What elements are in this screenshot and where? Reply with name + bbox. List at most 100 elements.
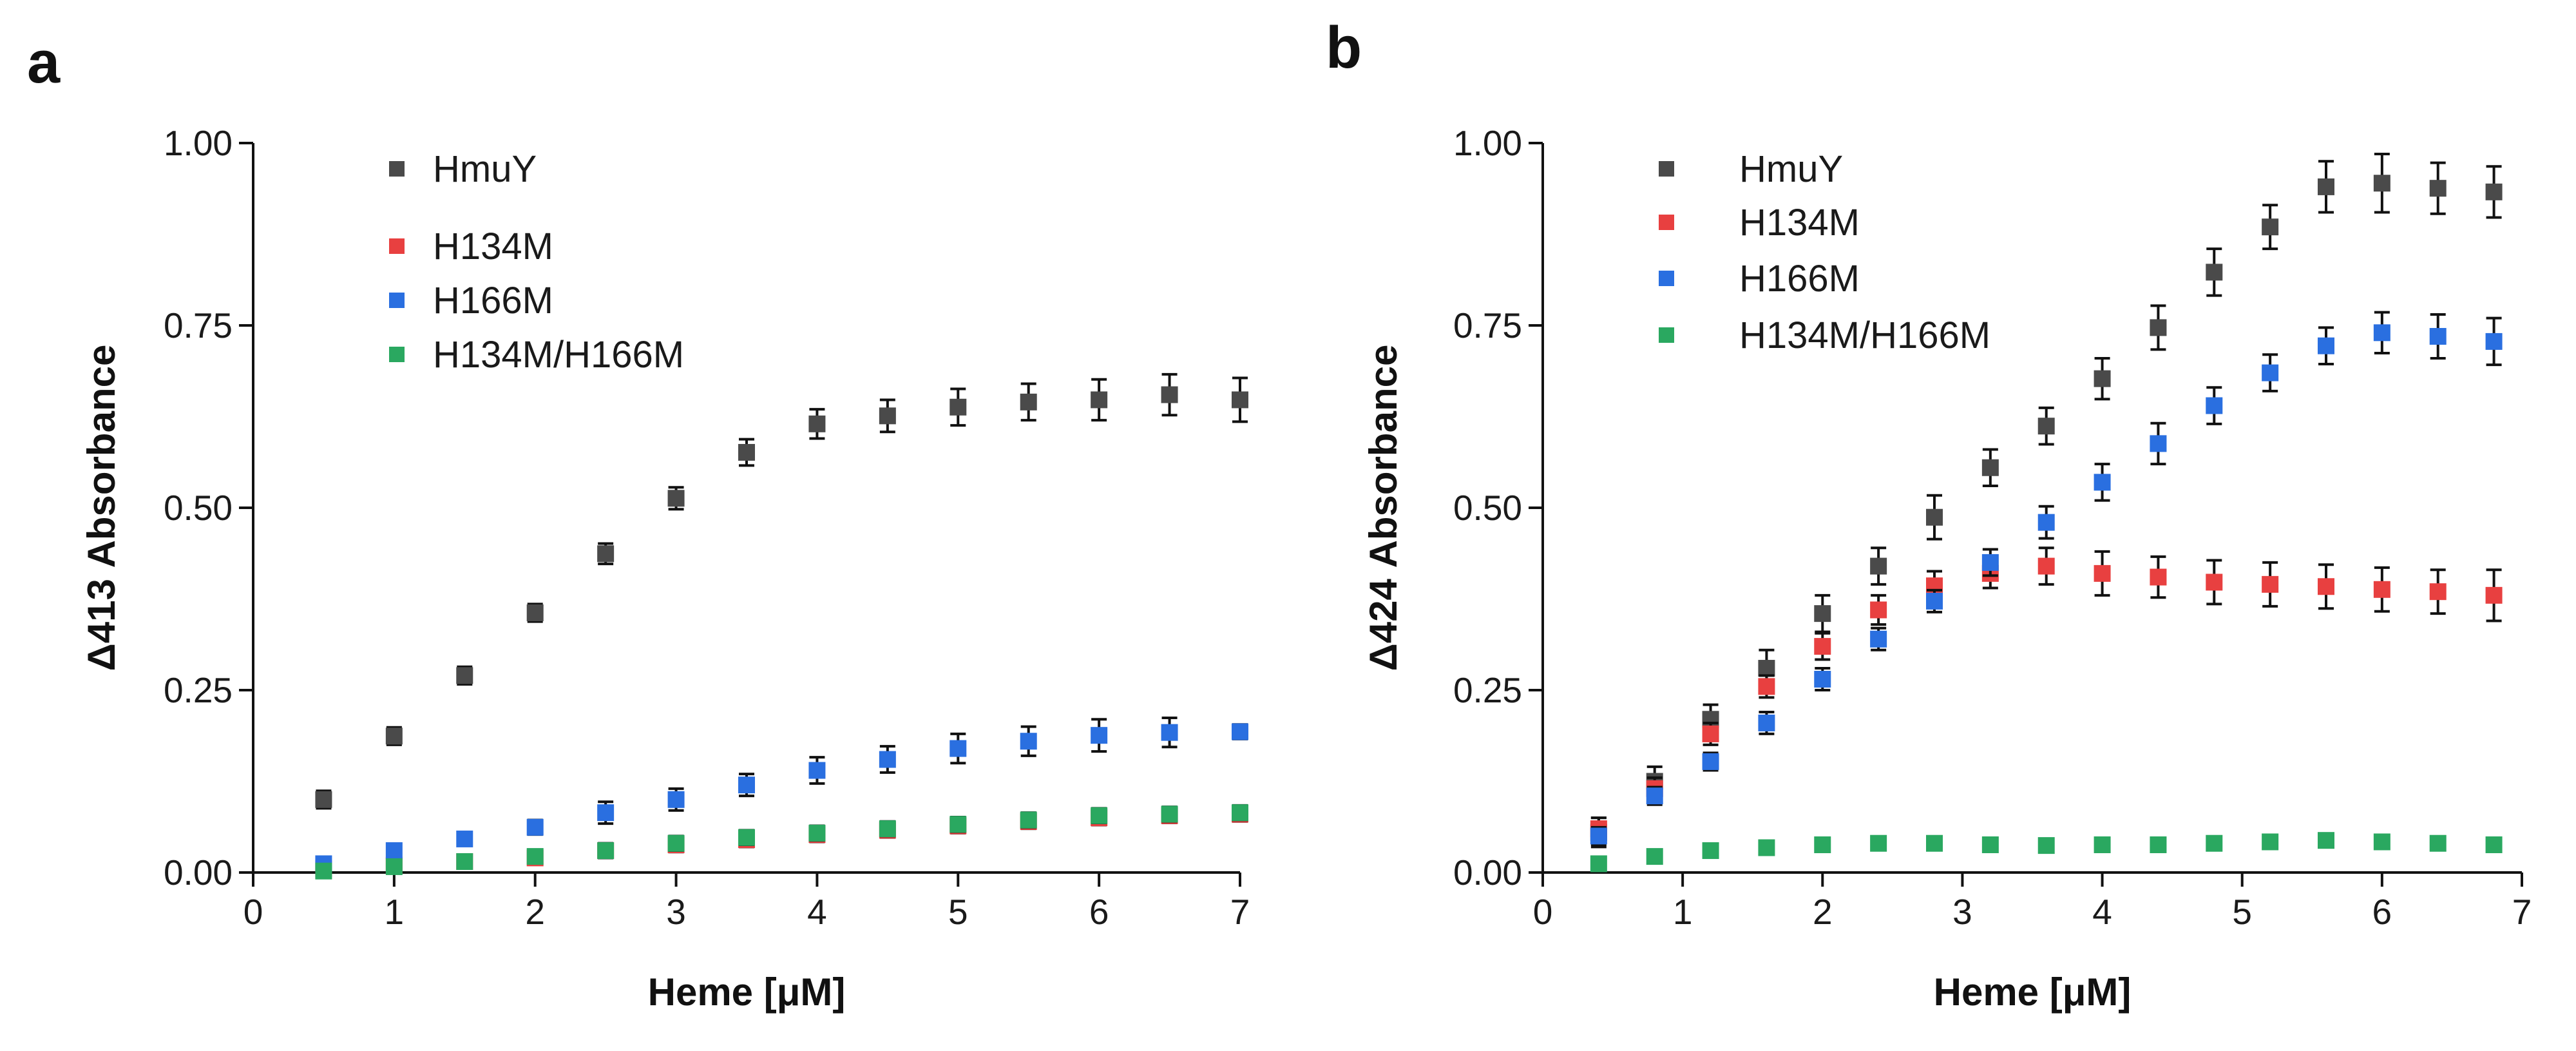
legend-label-b-hmuy: HmuY (1739, 148, 1843, 190)
point-b-h166m-4 (1814, 667, 1831, 691)
point-a-h134m-h166m-10 (1020, 811, 1037, 829)
data-marker (2318, 578, 2334, 595)
point-a-h134m-h166m-13 (1232, 804, 1248, 822)
data-marker (2262, 364, 2279, 381)
point-a-hmuy-3 (526, 603, 544, 623)
point-a-hmuy-7 (808, 408, 826, 440)
point-b-h134m-h166m-7 (1981, 836, 1999, 853)
point-b-h134m-13 (2318, 563, 2334, 610)
data-marker (667, 834, 685, 852)
point-a-hmuy-0 (315, 789, 332, 810)
data-marker (1870, 834, 1887, 852)
data-marker (1758, 660, 1775, 677)
point-b-h166m-12 (2262, 353, 2279, 392)
y-tick-label-a-1: 0.25 (164, 670, 233, 710)
data-marker (1161, 724, 1178, 741)
y-tick-label-a-2: 0.50 (164, 488, 233, 528)
data-marker (385, 728, 403, 745)
data-marker (808, 762, 826, 779)
x-tick-label-b-4: 4 (2092, 892, 2112, 932)
point-a-h134m-h166m-12 (1161, 805, 1178, 823)
point-b-h134m-h166m-14 (2373, 833, 2390, 851)
data-marker (2150, 319, 2167, 336)
point-a-h134m-h166m-6 (738, 829, 755, 846)
point-b-hmuy-4 (1814, 593, 1831, 633)
point-a-h166m-5 (667, 787, 685, 812)
point-a-hmuy-2 (456, 665, 473, 686)
data-marker (2206, 264, 2223, 281)
x-tick-label-b-3: 3 (1952, 892, 1972, 932)
point-b-hmuy-16 (2485, 165, 2503, 219)
panel-b: b 0.00 0.25 0.50 0.75 1.00 0 1 2 3 4 5 6 7 Δ424 Abs… (1326, 15, 2532, 1014)
point-b-h166m-11 (2206, 386, 2223, 425)
point-b-h134m-h166m-6 (1926, 834, 1943, 852)
series-b-h166m (1590, 311, 2503, 846)
data-marker (2318, 337, 2334, 354)
point-b-h134m-12 (2262, 561, 2279, 608)
data-marker (1161, 386, 1178, 403)
data-marker (1870, 601, 1887, 619)
x-tick-label-b-0: 0 (1533, 892, 1553, 932)
x-tick-label-b-7: 7 (2512, 892, 2532, 932)
data-marker (667, 490, 685, 507)
point-b-h134m-9 (2094, 550, 2111, 597)
point-b-h134m-h166m-2 (1702, 842, 1719, 860)
legend-swatch-a-double (389, 347, 405, 362)
data-marker (2485, 836, 2503, 853)
point-b-h134m-h166m-12 (2262, 833, 2279, 851)
data-marker (2429, 834, 2447, 852)
point-b-h134m-h166m-0 (1590, 855, 1607, 873)
point-a-h134m-h166m-3 (526, 848, 544, 865)
series-b-h134m (1590, 546, 2503, 842)
data-marker (1590, 827, 1607, 845)
data-marker (1870, 630, 1887, 648)
data-marker (385, 858, 403, 875)
point-b-h134m-h166m-10 (2150, 836, 2167, 853)
legend-b: HmuY H134M H166M H134M/H166M (1659, 148, 1990, 356)
point-a-hmuy-10 (1020, 382, 1037, 422)
data-marker (1758, 714, 1775, 731)
data-marker (1926, 508, 1943, 526)
data-marker (949, 740, 967, 757)
point-b-h166m-1 (1646, 786, 1663, 806)
data-marker (879, 407, 896, 425)
data-marker (1981, 554, 1999, 571)
point-a-hmuy-13 (1232, 376, 1248, 423)
point-b-hmuy-12 (2262, 204, 2279, 251)
data-marker (1161, 805, 1178, 823)
data-marker (2037, 837, 2055, 854)
point-b-h134m-h166m-11 (2206, 834, 2223, 852)
legend-label-a-h134m: H134M (433, 226, 553, 267)
point-b-h134m-3 (1758, 674, 1775, 699)
point-b-h134m-15 (2429, 568, 2447, 615)
x-tick-label-a-7: 7 (1230, 892, 1250, 932)
data-marker (526, 848, 544, 865)
point-a-h166m-1 (385, 842, 403, 860)
data-marker (1020, 811, 1037, 829)
point-a-h134m-h166m-11 (1091, 807, 1108, 825)
data-marker (597, 804, 615, 822)
legend-label-b-h134m: H134M (1739, 202, 1860, 244)
data-marker (2150, 836, 2167, 853)
data-marker (2485, 333, 2503, 350)
point-b-h166m-16 (2485, 316, 2503, 367)
data-marker (2206, 834, 2223, 852)
point-b-h166m-15 (2429, 313, 2447, 360)
panel-label-a: a (27, 30, 61, 95)
data-marker (315, 862, 332, 880)
series-a-h166m (315, 717, 1248, 873)
x-tick-label-b-5: 5 (2232, 892, 2252, 932)
point-b-h134m-10 (2150, 555, 2167, 599)
data-marker (2150, 568, 2167, 586)
data-marker (2094, 474, 2111, 491)
point-b-h166m-9 (2094, 463, 2111, 502)
x-tick-label-a-1: 1 (385, 892, 405, 932)
point-b-h134m-4 (1814, 632, 1831, 661)
point-b-hmuy-6 (1926, 494, 1943, 541)
data-marker (738, 829, 755, 846)
legend-swatch-b-double (1659, 327, 1674, 343)
data-marker (2094, 836, 2111, 853)
data-marker (1702, 753, 1719, 770)
x-tick-label-b-1: 1 (1673, 892, 1693, 932)
